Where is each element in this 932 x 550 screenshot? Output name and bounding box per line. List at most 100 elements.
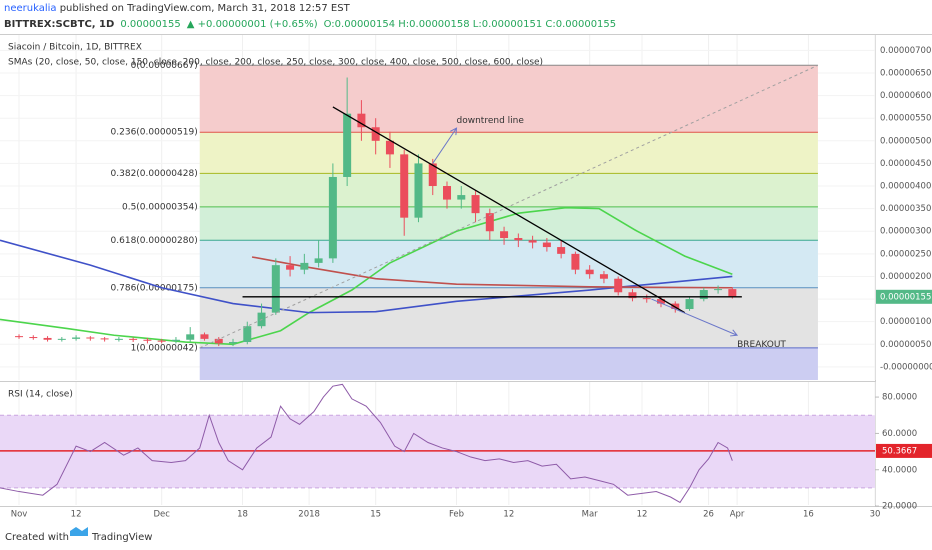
candle-body [314,258,323,263]
logo [70,527,88,536]
sma-line [0,206,733,346]
pane-subtitle: SMAs (20, close, 50, close, 150, close, … [8,58,543,68]
y-tick-label: 0.00000100 [880,317,931,327]
annotation: BREAKOUT [737,340,786,350]
candle-body [628,292,637,299]
fib-label: 0.786(0.00000175) [111,283,198,293]
candle-body [343,113,352,177]
y-tick-label: 80.0000 [882,393,917,403]
x-tick-label: 15 [370,510,381,520]
published: published on TradingView.com, March 31, … [57,3,351,14]
candle-body [300,262,309,270]
change: ▲ +0.00000001 (+0.65%) [187,19,318,30]
y-tick-label: 20.0000 [882,502,917,512]
candle-body [514,238,523,241]
y-tick-label: 0.00000050 [880,340,931,350]
x-tick-label: Apr [730,510,745,520]
x-tick-label: 12 [503,510,514,520]
candle-body [385,140,394,155]
candle-body [671,303,680,310]
fib-label: 0.5(0.00000354) [122,202,198,212]
author[interactable]: neerukalia [4,3,57,14]
price: 0.00000155 [120,19,180,30]
candle-body [657,299,666,304]
x-tick-label: Dec [153,510,170,520]
fib-zone [199,347,818,380]
x-tick-label: 12 [71,510,82,520]
candle-body [286,265,295,270]
candle-body [271,265,280,313]
footer-created: Created with [5,532,69,543]
separator [0,506,932,507]
candle-body [86,337,95,339]
rsi-line [0,383,733,504]
fib-label: 0.236(0.00000519) [111,128,198,138]
y-tick-label: 0.00000500 [880,136,931,146]
x-tick-label: 26 [703,510,714,520]
separator [0,34,932,35]
candle-body [129,338,138,340]
candle-body [57,338,66,340]
candle-body [500,231,509,239]
candle-body [585,269,594,275]
candle-body [428,163,437,187]
y-tick-label: 0.00000600 [880,91,931,101]
candle-body [557,247,566,254]
fib-zone [199,65,818,133]
candle-body [614,278,623,293]
fib-zone [199,173,818,207]
candle-body [400,154,409,218]
x-tick-label: 18 [237,510,248,520]
header-line: neerukalia published on TradingView.com,… [4,3,351,14]
candle-body [485,213,494,232]
candle-body [243,326,252,343]
x-tick-label: Feb [449,510,464,520]
separator [0,381,875,382]
symbol: BITTREX:SCBTC, 1D [4,19,114,30]
footer-brand[interactable]: TradingView [91,532,152,543]
rsi-level-label: 50.3667 [882,446,917,456]
arrow [651,298,739,337]
candle-body [171,339,180,342]
fib-label: 0.382(0.00000428) [111,169,198,179]
x-tick-label: Mar [582,510,599,520]
fib-zone [199,132,818,174]
candle-body [642,298,651,300]
candle-body [72,337,81,339]
candle-body [214,338,223,344]
y-tick-label: 0.00000400 [880,182,931,192]
candle-body [328,176,337,259]
candle-body [542,242,551,248]
x-tick-label: 2018 [298,510,320,520]
candle-body [114,338,123,340]
y-tick-label: 0.00000200 [880,272,931,282]
rsi-level-box [876,443,932,458]
candle-body [143,339,152,341]
x-tick-label: 30 [870,510,881,520]
annotation: downtrend line [457,116,525,126]
candle-body [685,299,694,310]
candle-body [200,334,209,339]
candle-body [186,334,195,340]
candle-body [728,289,737,297]
candle-body [371,127,380,141]
fib-label: 0(0.00000667) [131,61,198,71]
y-tick-label: -0.00000000 [880,362,932,372]
candle-body [29,337,38,339]
pane-title: Siacoin / Bitcoin, 1D, BITTREX [8,43,142,53]
ohlc: O:0.00000154 H:0.00000158 L:0.00000151 C… [324,19,617,30]
candle-body [457,195,466,200]
candle-body [43,337,52,340]
y-tick-label: 0.00000350 [880,204,931,214]
drawn-line [332,106,686,314]
candle-body [357,113,366,128]
y-tick-label: 0.00000650 [880,68,931,78]
candle-body [229,342,238,344]
x-tick-label: 12 [637,510,648,520]
sma-line [0,239,733,314]
symbol-line: BITTREX:SCBTC, 1D 0.00000155 ▲ +0.00000001… [4,19,616,30]
last-price-label: 0.00000155 [880,292,931,302]
candle-body [15,336,24,338]
y-tick-label: 60.0000 [882,429,917,439]
